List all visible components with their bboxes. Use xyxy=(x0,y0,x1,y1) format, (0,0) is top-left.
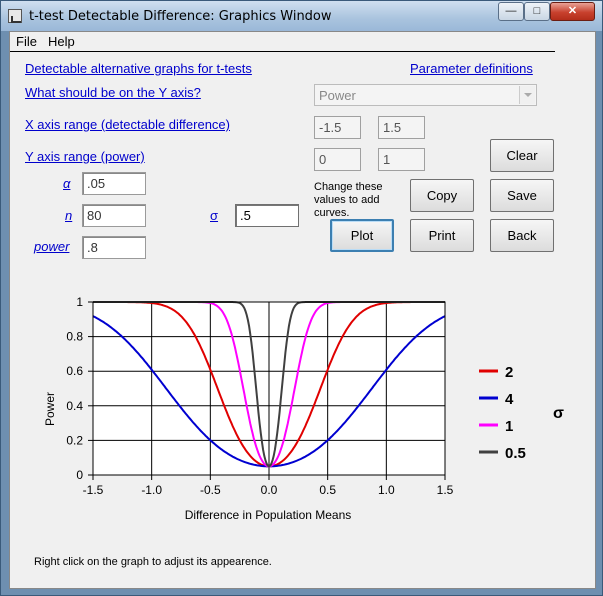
copy-button[interactable]: Copy xyxy=(410,179,474,212)
y-tick-label: 0 xyxy=(76,468,83,482)
power-link[interactable]: power xyxy=(34,239,70,254)
client-area: File Help Detectable alternative graphs … xyxy=(9,31,596,589)
y-tick-label: 0.6 xyxy=(66,364,83,378)
window-title: t-test Detectable Difference: Graphics W… xyxy=(29,9,332,24)
x-tick-label: -1.5 xyxy=(83,483,104,497)
y-axis-select-value: Power xyxy=(319,88,356,103)
y-tick-label: 0.8 xyxy=(66,330,83,344)
x-range-link[interactable]: X axis range (detectable difference) xyxy=(25,117,230,132)
y-tick-label: 0.4 xyxy=(66,399,83,413)
x-min-field[interactable]: -1.5 xyxy=(314,116,361,139)
x-tick-label: 0.0 xyxy=(261,483,278,497)
minimize-button[interactable]: — xyxy=(498,2,524,21)
legend-label-0.5: 0.5 xyxy=(505,445,526,462)
x-tick-label: -1.0 xyxy=(141,483,162,497)
power-field[interactable]: .8 xyxy=(82,236,146,259)
y-tick-label: 0.2 xyxy=(66,433,83,447)
plot-button[interactable]: Plot xyxy=(330,219,394,252)
save-button[interactable]: Save xyxy=(490,179,554,212)
power-curve-chart[interactable]: -1.5 -1.0 -0.5 0.0 0.5 1.0 1.5 0 0.2 0.4 0.6 0.8 1 D… xyxy=(10,284,570,554)
y-axis-select[interactable]: Power xyxy=(314,84,537,106)
chevron-down-icon[interactable] xyxy=(519,86,535,104)
x-tick-label: -0.5 xyxy=(200,483,221,497)
y-max-field[interactable]: 1 xyxy=(378,148,425,171)
y-tick-label: 1 xyxy=(76,295,83,309)
maximize-button[interactable]: □ xyxy=(524,2,550,21)
y-range-link[interactable]: Y axis range (power) xyxy=(25,149,145,164)
y-axis-label: Power xyxy=(43,392,57,426)
alpha-field[interactable]: .05 xyxy=(82,172,146,195)
x-axis-label: Difference in Population Means xyxy=(185,508,352,522)
menu-divider xyxy=(10,51,555,52)
plot-border xyxy=(92,301,446,476)
n-field[interactable]: 80 xyxy=(82,204,146,227)
n-link[interactable]: n xyxy=(65,208,73,223)
clear-button[interactable]: Clear xyxy=(490,139,554,172)
parameter-definitions-link[interactable]: Parameter definitions xyxy=(410,61,533,76)
y-min-field[interactable]: 0 xyxy=(314,148,361,171)
legend-label-1: 1 xyxy=(505,418,513,435)
title-bar[interactable]: t-test Detectable Difference: Graphics W… xyxy=(1,1,602,31)
sigma-field[interactable]: .5 xyxy=(235,204,299,227)
legend-label-4: 4 xyxy=(505,391,514,408)
back-button[interactable]: Back xyxy=(490,219,554,252)
x-max-field[interactable]: 1.5 xyxy=(378,116,425,139)
close-button[interactable]: ✕ xyxy=(550,2,595,21)
menu-help[interactable]: Help xyxy=(48,34,75,49)
detectable-alternative-link[interactable]: Detectable alternative graphs for t-test… xyxy=(25,61,252,76)
sigma-link[interactable]: σ xyxy=(210,208,219,223)
menu-file[interactable]: File xyxy=(16,34,37,49)
x-tick-label: 1.0 xyxy=(378,483,395,497)
x-tick-label: 0.5 xyxy=(319,483,336,497)
menu-bar: File Help xyxy=(10,32,595,52)
app-icon xyxy=(8,9,22,23)
legend-title: σ xyxy=(553,405,564,422)
y-axis-question-link[interactable]: What should be on the Y axis? xyxy=(25,85,201,100)
x-tick-label: 1.5 xyxy=(437,483,454,497)
change-values-note: Change these values to add curves. xyxy=(314,181,383,219)
status-hint: Right click on the graph to adjust its a… xyxy=(34,556,272,568)
alpha-link[interactable]: α xyxy=(63,176,71,191)
print-button[interactable]: Print xyxy=(410,219,474,252)
legend-label-2: 2 xyxy=(505,364,513,381)
